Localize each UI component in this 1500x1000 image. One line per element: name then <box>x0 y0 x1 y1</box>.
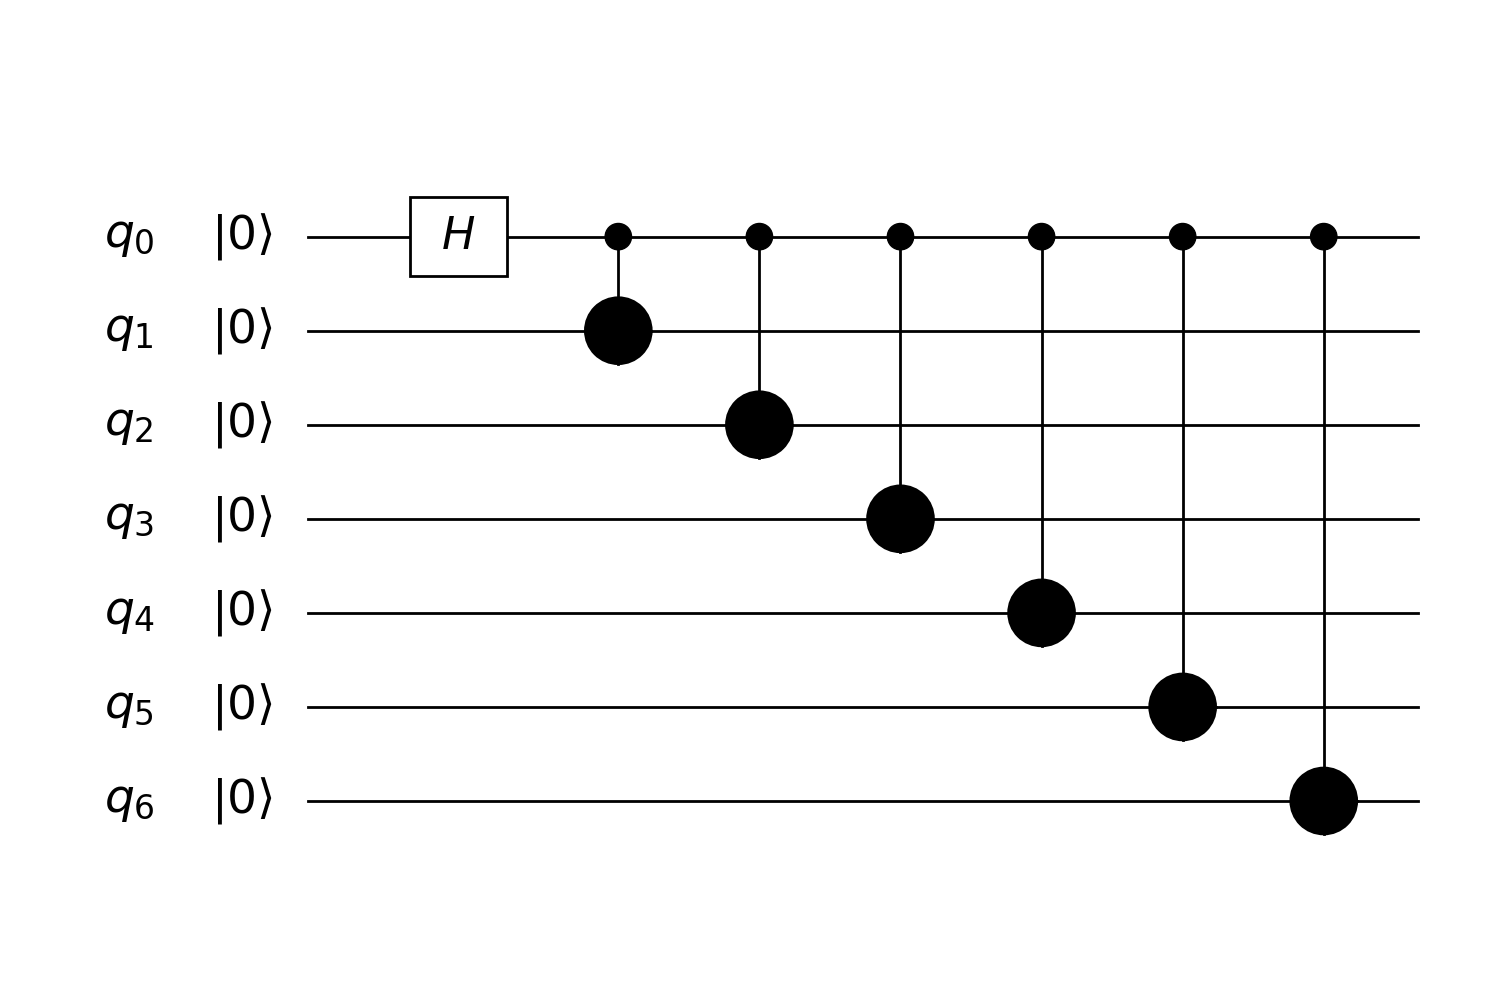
Circle shape <box>585 298 651 364</box>
Text: $q_{0}$: $q_{0}$ <box>104 214 154 259</box>
Circle shape <box>1311 223 1336 250</box>
Text: $|0\rangle$: $|0\rangle$ <box>211 305 273 356</box>
FancyBboxPatch shape <box>410 197 507 276</box>
Text: $q_{1}$: $q_{1}$ <box>105 308 154 353</box>
Circle shape <box>867 486 933 552</box>
Text: $|0\rangle$: $|0\rangle$ <box>211 399 273 450</box>
Text: $q_{2}$: $q_{2}$ <box>105 402 154 447</box>
Text: $|0\rangle$: $|0\rangle$ <box>211 493 273 544</box>
Text: $q_{4}$: $q_{4}$ <box>104 590 154 636</box>
Text: $|0\rangle$: $|0\rangle$ <box>211 775 273 826</box>
Circle shape <box>1292 768 1356 834</box>
Text: $|0\rangle$: $|0\rangle$ <box>211 681 273 732</box>
Text: $q_{6}$: $q_{6}$ <box>104 778 154 824</box>
Circle shape <box>1008 580 1074 646</box>
Circle shape <box>604 223 631 250</box>
Circle shape <box>1170 223 1196 250</box>
Text: $|0\rangle$: $|0\rangle$ <box>211 587 273 638</box>
Text: $H$: $H$ <box>441 215 476 258</box>
Circle shape <box>1029 223 1054 250</box>
Text: $q_{5}$: $q_{5}$ <box>104 684 154 730</box>
Circle shape <box>888 223 914 250</box>
Circle shape <box>746 223 772 250</box>
Circle shape <box>726 392 792 458</box>
Text: $q_{3}$: $q_{3}$ <box>104 496 154 541</box>
Text: $|0\rangle$: $|0\rangle$ <box>211 211 273 262</box>
Circle shape <box>1149 674 1215 740</box>
